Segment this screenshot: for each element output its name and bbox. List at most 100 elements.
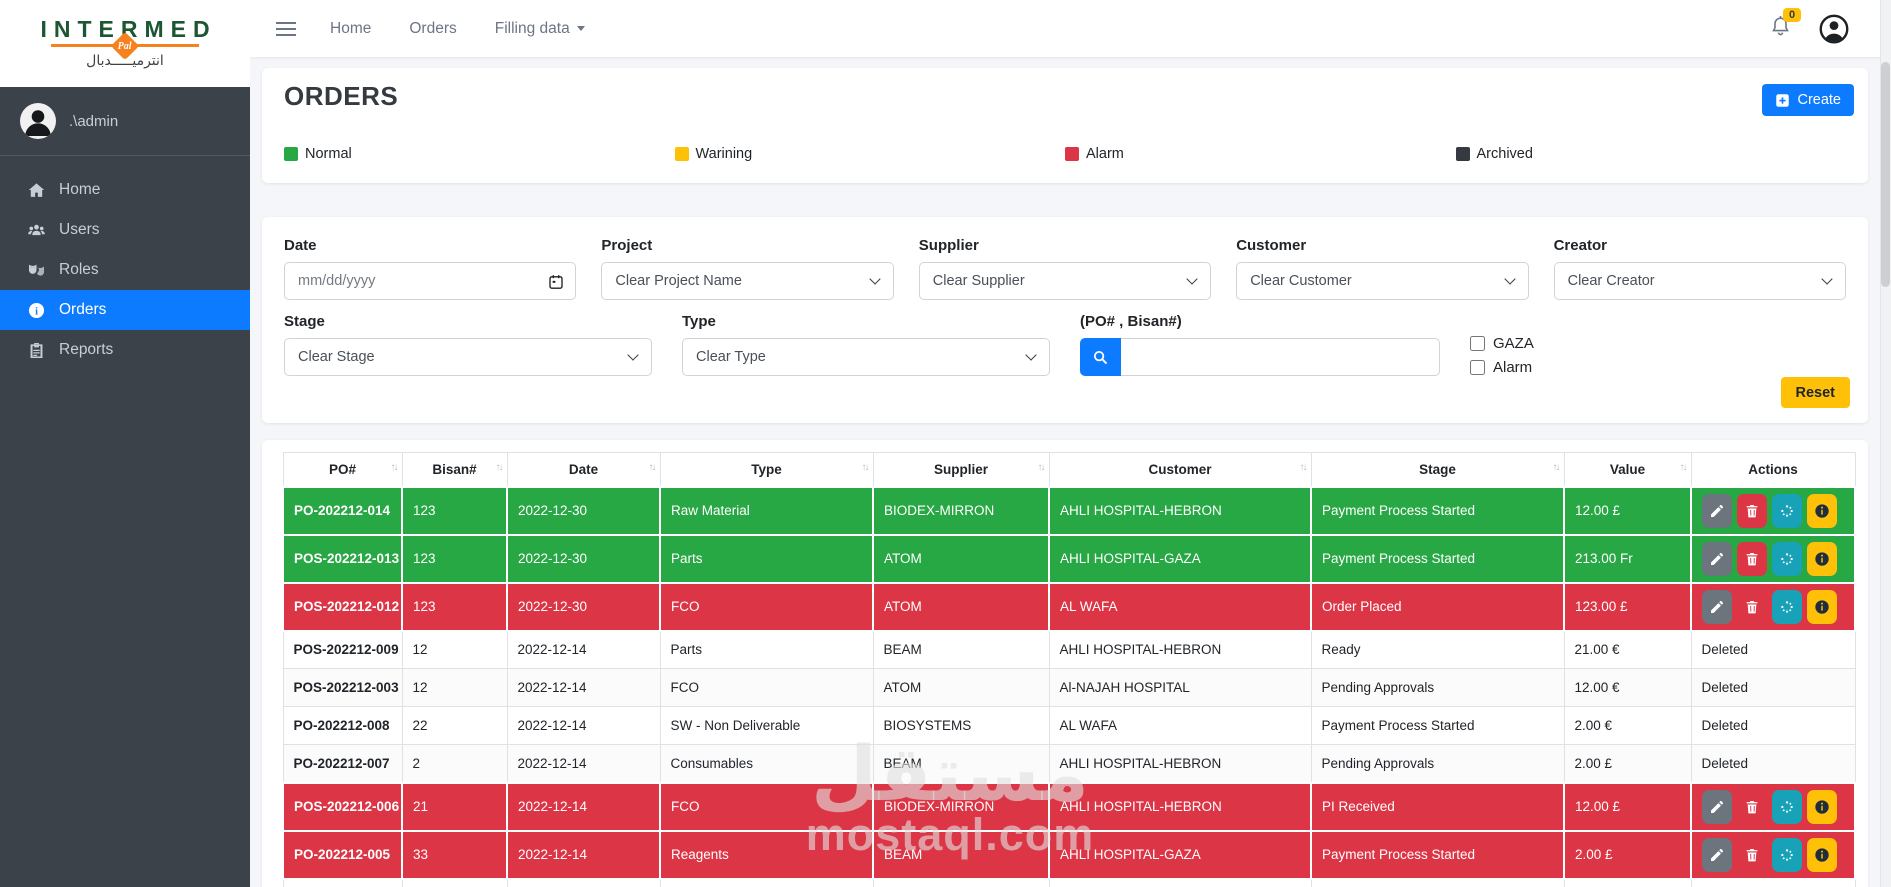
notifications-bell-icon[interactable]: 0 [1770,7,1802,43]
creator-label: Creator [1553,237,1607,254]
search-input[interactable] [1121,338,1440,376]
cell-value: 123.00 £ [1563,581,1692,632]
cell-actions: Deleted [1690,744,1856,783]
home-icon [27,181,46,200]
nav-link-orders[interactable]: Orders [409,19,457,37]
orders-table-card: PO# ↑↓ Bisan# ↑↓ Date ↑↓ Type ↑↓ Supplier ↑↓ Custo… [262,440,1868,887]
cell-customer: Al-NAJAH HOSPITAL [1048,668,1312,707]
delete-order-button[interactable] [1737,589,1767,624]
info-order-button[interactable] [1807,493,1837,528]
user-avatar[interactable] [20,103,56,139]
cell-type: Raw Material [659,485,874,536]
creator-select[interactable]: Clear Creator [1553,262,1846,300]
cell [659,878,874,887]
alarm-checkbox[interactable] [1470,360,1485,375]
notification-badge: 0 [1783,7,1802,22]
calendar-icon[interactable] [548,273,564,294]
gaza-checkbox[interactable] [1470,336,1485,351]
info-order-button[interactable] [1807,789,1837,824]
cell-stage: Payment Process Started [1310,706,1565,745]
cell-po: PO-202212-005 [282,829,403,880]
type-select[interactable]: Clear Type [682,338,1050,376]
sidebar-item-users[interactable]: Users [0,210,250,250]
sidebar-nav: Home Users Roles i Orders Reports [0,156,250,370]
edit-order-button[interactable] [1702,589,1732,624]
cell-actions [1690,781,1856,832]
sidebar-item-label: Orders [59,301,107,318]
cell-type: Consumables [659,744,874,783]
cell [282,878,403,887]
sidebar-item-home[interactable]: Home [0,170,250,210]
filters-card: Date mm/dd/yyyy Project Clear Project Na… [262,217,1868,423]
info-order-button[interactable] [1807,541,1837,576]
cell-bisan: 2 [401,744,508,783]
legend-swatch [674,147,689,161]
gaza-checkbox-row: GAZA [1470,335,1846,352]
process-order-button[interactable] [1772,789,1802,824]
filter-supplier: Supplier Clear Supplier [918,237,1212,300]
topnav-links: Home Orders Filling data [330,20,585,38]
date-label: Date [284,237,317,254]
cell-value: 213.00 Fr [1563,533,1692,584]
column-label: Date [568,461,599,477]
delete-order-button[interactable] [1737,837,1767,872]
column-header-date[interactable]: Date ↑↓ [506,452,661,487]
nav-link-home[interactable]: Home [330,19,372,37]
column-header-bisan[interactable]: Bisan# ↑↓ [401,452,508,487]
cell-date: 2022-12-14 [506,744,661,783]
filter-date: Date mm/dd/yyyy [284,237,577,300]
scrollbar-thumb[interactable] [1881,62,1890,287]
cell [506,878,661,887]
sidebar-item-orders[interactable]: i Orders [0,290,250,330]
process-order-button[interactable] [1772,541,1802,576]
info-order-button[interactable] [1807,837,1837,872]
edit-order-button[interactable] [1702,541,1732,576]
project-label: Project [601,237,653,254]
cell-actions: Deleted [1690,706,1856,745]
column-label: PO# [328,461,356,477]
supplier-label: Supplier [918,237,979,254]
cell-customer: AL WAFA [1048,706,1312,745]
column-header-value[interactable]: Value ↑↓ [1563,452,1692,487]
profile-avatar-icon[interactable] [1819,14,1849,44]
legend-label: Archived [1476,146,1533,162]
edit-order-button[interactable] [1702,789,1732,824]
column-header-stage[interactable]: Stage ↑↓ [1310,452,1565,487]
delete-order-button[interactable] [1737,493,1767,528]
info-icon: i [27,301,46,320]
process-order-button[interactable] [1772,493,1802,528]
reset-button[interactable]: Reset [1780,377,1850,408]
table-row [282,878,1856,887]
menu-toggle-icon[interactable] [276,21,296,37]
project-select[interactable]: Clear Project Name [601,262,894,300]
cell-stage: Order Placed [1310,581,1565,632]
process-order-button[interactable] [1772,589,1802,624]
stage-select[interactable]: Clear Stage [284,338,652,376]
edit-order-button[interactable] [1702,837,1732,872]
customer-label: Customer [1236,237,1307,254]
cell [1690,878,1856,887]
sidebar-item-roles[interactable]: Roles [0,250,250,290]
customer-select[interactable]: Clear Customer [1236,262,1529,300]
column-header-customer[interactable]: Customer ↑↓ [1048,452,1312,487]
app-logo[interactable]: INTERMED Pal انترميـــــدبال [0,0,250,87]
column-header-supplier[interactable]: Supplier ↑↓ [872,452,1050,487]
table-row: POS-202212-009 12 2022-12-14 Parts BEAM AHLI … [282,630,1856,669]
type-label: Type [682,313,716,330]
table-row: PO-202212-005 33 2022-12-14 Reagents BEAM AHL… [282,829,1856,880]
cell [401,878,508,887]
date-input[interactable]: mm/dd/yyyy [284,262,577,300]
column-header-type[interactable]: Type ↑↓ [659,452,874,487]
edit-order-button[interactable] [1702,493,1732,528]
info-order-button[interactable] [1807,589,1837,624]
column-header-po[interactable]: PO# ↑↓ [282,452,403,487]
create-button[interactable]: Create [1762,84,1854,116]
search-button[interactable] [1080,338,1121,376]
delete-order-button[interactable] [1737,541,1767,576]
nav-link-filling-data[interactable]: Filling data [495,20,585,38]
topnav-right: 0 [1770,7,1849,44]
process-order-button[interactable] [1772,837,1802,872]
supplier-select[interactable]: Clear Supplier [918,262,1212,300]
sidebar-item-reports[interactable]: Reports [0,330,250,370]
delete-order-button[interactable] [1737,789,1767,824]
